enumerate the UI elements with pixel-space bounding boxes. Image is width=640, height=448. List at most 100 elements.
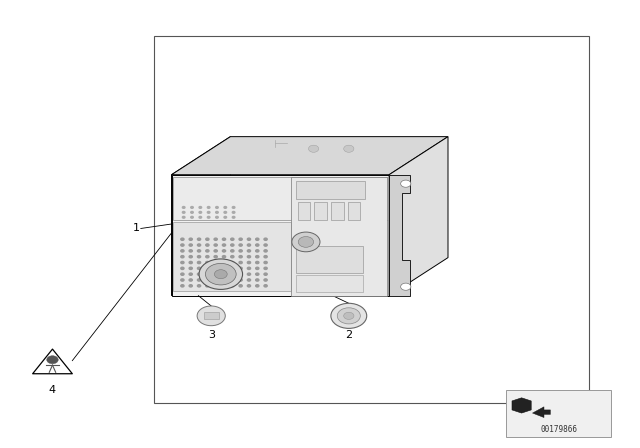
Circle shape: [180, 273, 184, 275]
Circle shape: [255, 279, 259, 281]
Circle shape: [180, 285, 184, 287]
Circle shape: [232, 211, 235, 213]
Circle shape: [205, 263, 236, 285]
Circle shape: [255, 244, 259, 246]
Circle shape: [180, 250, 184, 252]
Circle shape: [214, 270, 227, 279]
Circle shape: [224, 216, 227, 218]
Circle shape: [239, 244, 242, 246]
Bar: [296, 275, 363, 292]
Circle shape: [205, 273, 209, 275]
Circle shape: [247, 285, 250, 287]
Circle shape: [224, 207, 227, 208]
Circle shape: [223, 244, 226, 246]
Circle shape: [189, 273, 192, 275]
Circle shape: [223, 250, 226, 252]
Circle shape: [231, 238, 234, 241]
Circle shape: [197, 262, 201, 263]
Bar: [348, 202, 360, 220]
Circle shape: [199, 259, 243, 289]
Circle shape: [180, 244, 184, 246]
Circle shape: [344, 312, 354, 319]
Circle shape: [207, 211, 210, 213]
Circle shape: [207, 207, 210, 208]
Circle shape: [264, 267, 268, 270]
Circle shape: [264, 285, 268, 287]
Bar: [314, 202, 327, 220]
Circle shape: [223, 267, 226, 270]
Bar: [331, 202, 344, 220]
Circle shape: [191, 207, 193, 208]
Bar: [154, 36, 589, 403]
Circle shape: [224, 211, 227, 213]
Circle shape: [232, 216, 235, 218]
Circle shape: [214, 250, 217, 252]
Text: 2: 2: [345, 330, 353, 340]
Circle shape: [216, 216, 218, 218]
Bar: [296, 181, 365, 199]
Circle shape: [205, 244, 209, 246]
Circle shape: [239, 238, 242, 241]
Circle shape: [298, 237, 314, 247]
Circle shape: [199, 207, 202, 208]
Circle shape: [180, 267, 184, 270]
Circle shape: [216, 207, 218, 208]
Circle shape: [205, 267, 209, 270]
Text: 3: 3: [208, 330, 214, 340]
Circle shape: [207, 216, 210, 218]
Circle shape: [205, 255, 209, 258]
Circle shape: [239, 279, 242, 281]
Circle shape: [255, 273, 259, 275]
Circle shape: [189, 262, 192, 263]
Text: 00179866: 00179866: [540, 425, 577, 434]
Circle shape: [264, 238, 268, 241]
Circle shape: [231, 262, 234, 263]
Bar: [204, 312, 219, 319]
Circle shape: [255, 238, 259, 241]
Circle shape: [239, 255, 242, 258]
Text: 4: 4: [49, 385, 56, 395]
Circle shape: [264, 244, 268, 246]
Circle shape: [239, 267, 242, 270]
Circle shape: [255, 285, 259, 287]
Bar: [291, 177, 387, 296]
Circle shape: [231, 285, 234, 287]
Circle shape: [223, 279, 226, 281]
Circle shape: [214, 238, 217, 241]
Circle shape: [231, 255, 234, 258]
Circle shape: [197, 238, 201, 241]
Circle shape: [180, 262, 184, 263]
FancyBboxPatch shape: [506, 390, 611, 437]
Circle shape: [264, 273, 268, 275]
Circle shape: [255, 262, 259, 263]
Circle shape: [189, 250, 192, 252]
Circle shape: [182, 216, 185, 218]
Circle shape: [199, 211, 202, 213]
Circle shape: [231, 250, 234, 252]
Circle shape: [189, 285, 192, 287]
Bar: [173, 222, 291, 291]
Polygon shape: [172, 137, 448, 175]
Circle shape: [239, 273, 242, 275]
Circle shape: [197, 250, 201, 252]
Circle shape: [214, 273, 217, 275]
Circle shape: [264, 255, 268, 258]
Circle shape: [189, 279, 192, 281]
Circle shape: [255, 267, 259, 270]
Circle shape: [197, 255, 201, 258]
Circle shape: [214, 244, 217, 246]
Circle shape: [264, 279, 268, 281]
Circle shape: [232, 207, 235, 208]
Circle shape: [247, 250, 250, 252]
Circle shape: [247, 244, 250, 246]
Circle shape: [223, 238, 226, 241]
Text: 1: 1: [133, 224, 140, 233]
Circle shape: [191, 216, 193, 218]
Circle shape: [214, 262, 217, 263]
Circle shape: [197, 285, 201, 287]
Bar: [173, 177, 388, 220]
Polygon shape: [532, 407, 550, 418]
Circle shape: [180, 238, 184, 241]
Polygon shape: [33, 349, 72, 374]
Polygon shape: [389, 175, 410, 296]
